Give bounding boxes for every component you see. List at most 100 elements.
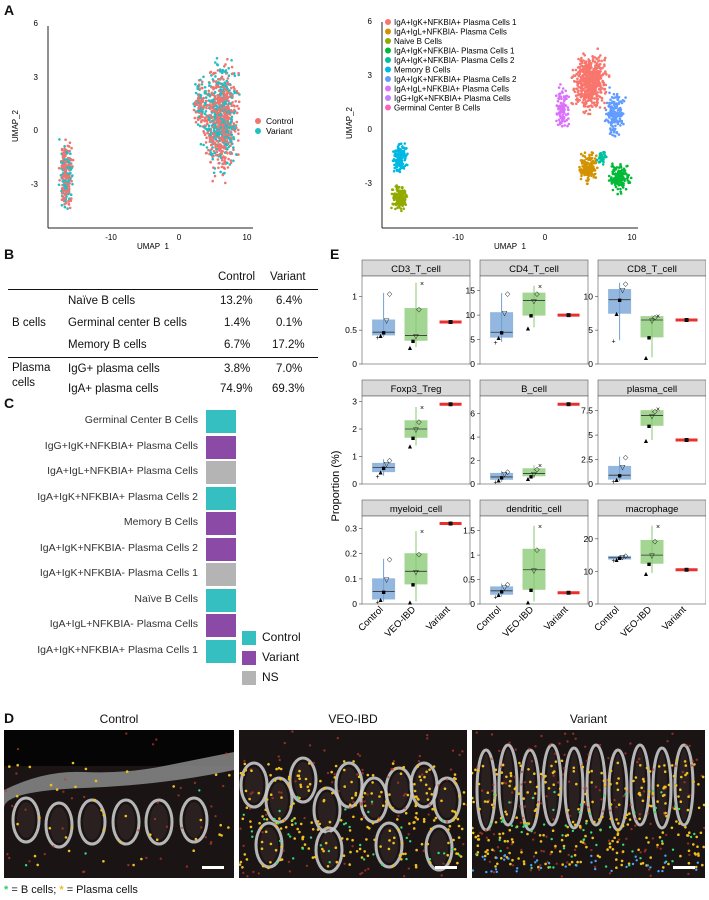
umap-point — [69, 158, 73, 161]
facet-ytick: 0 — [588, 479, 593, 489]
umap-point — [203, 116, 207, 120]
umap-point — [390, 206, 393, 210]
umap-point — [582, 59, 585, 62]
legend-label: IgA+IgK+NFKBIA- Plasma Cells 2 — [394, 56, 515, 65]
umap-point — [207, 118, 211, 121]
umap-point — [223, 147, 226, 150]
umap-point — [232, 123, 236, 127]
plasma-cell-star-icon: * — [59, 884, 64, 896]
umap-point — [603, 63, 606, 66]
legend-marker — [385, 95, 391, 101]
umap-point — [232, 104, 235, 107]
umap-point — [222, 133, 226, 137]
umap-point — [603, 151, 606, 154]
umap-point — [613, 172, 616, 176]
umap-point — [622, 99, 626, 103]
umap-point — [211, 78, 215, 81]
facet-ytick: 0 — [470, 359, 475, 369]
umap-point — [392, 169, 396, 173]
umap-point — [583, 111, 586, 115]
umap-point — [222, 83, 225, 87]
umap-point — [403, 195, 406, 198]
umap-point — [199, 109, 202, 112]
umap-point — [212, 166, 215, 169]
umap-point — [222, 116, 226, 120]
umap-point — [619, 190, 622, 194]
umap-point — [404, 157, 407, 160]
data-point: ◇ — [652, 409, 658, 416]
umap-point — [226, 92, 230, 95]
boxplot-ylabel: Proportion (%) — [330, 451, 342, 522]
umap-point — [198, 124, 202, 128]
umap-point — [66, 182, 69, 186]
umap-point — [214, 75, 217, 78]
umap-point — [63, 147, 66, 150]
umap-point — [223, 111, 226, 114]
umap-point — [604, 70, 607, 73]
umap-point — [228, 122, 232, 125]
umap-point — [225, 108, 228, 112]
umap-point — [215, 104, 218, 108]
data-point: ▽ — [649, 414, 655, 421]
umap-point — [208, 81, 211, 85]
box — [608, 289, 632, 314]
umap-point — [219, 91, 222, 95]
umap-point — [571, 75, 574, 79]
umap-point — [224, 63, 227, 66]
facet-ytick: 5 — [588, 430, 593, 440]
umap-point — [577, 74, 580, 77]
umap-point — [588, 166, 591, 169]
umap-point — [396, 145, 400, 148]
umap-point — [600, 99, 604, 102]
facet-ytick: 1 — [352, 452, 357, 462]
umap-point — [620, 121, 623, 124]
umap-point — [563, 111, 566, 115]
umap-point — [226, 161, 229, 165]
umap-point — [60, 191, 64, 195]
umap-point — [232, 137, 236, 141]
umap-point — [223, 159, 226, 163]
umap-point — [237, 128, 240, 132]
umap-point — [607, 179, 611, 182]
umap-point — [221, 156, 224, 159]
umap-point — [616, 98, 619, 101]
cluster-row-label: IgA+IgK+NFKBIA- Plasma Cells 2 — [39, 541, 198, 554]
umap-point — [217, 85, 221, 89]
data-point: ▽ — [620, 554, 626, 561]
umap-point — [63, 196, 67, 200]
umap-point — [203, 86, 207, 89]
umap-point — [211, 179, 214, 183]
umap-point — [555, 119, 558, 123]
umap-point — [219, 88, 222, 92]
data-point: ◇ — [387, 557, 393, 564]
umap-point — [71, 182, 74, 186]
umap-point — [593, 172, 597, 176]
cluster-row-label: IgA+IgL+NFKBIA- Plasma Cells — [49, 618, 198, 630]
umap-point — [208, 140, 212, 143]
umap-point — [60, 189, 63, 193]
data-point: × — [538, 463, 542, 470]
umap-point — [209, 160, 212, 164]
umap-point — [577, 71, 580, 74]
umap-point — [603, 87, 607, 91]
umap-point — [582, 84, 586, 87]
umap-point — [580, 64, 584, 68]
umap-point — [597, 83, 600, 86]
umap-point — [221, 123, 224, 126]
umap-point — [228, 151, 232, 154]
microscopy-image-variant — [472, 730, 705, 878]
data-point: × — [656, 524, 660, 531]
umap-point — [555, 104, 559, 107]
data-point: ◇ — [416, 306, 422, 313]
umap-point — [406, 152, 409, 156]
data-point: ▲ — [377, 597, 384, 604]
umap-point — [587, 158, 590, 161]
data-point: ◇ — [505, 581, 511, 588]
umap-point — [67, 185, 71, 188]
status-legend-label: Variant — [262, 650, 300, 664]
umap-point — [61, 187, 64, 190]
umap-point — [567, 122, 571, 126]
umap-point — [398, 189, 401, 192]
umap-point — [203, 119, 207, 123]
umap-point — [616, 192, 619, 196]
